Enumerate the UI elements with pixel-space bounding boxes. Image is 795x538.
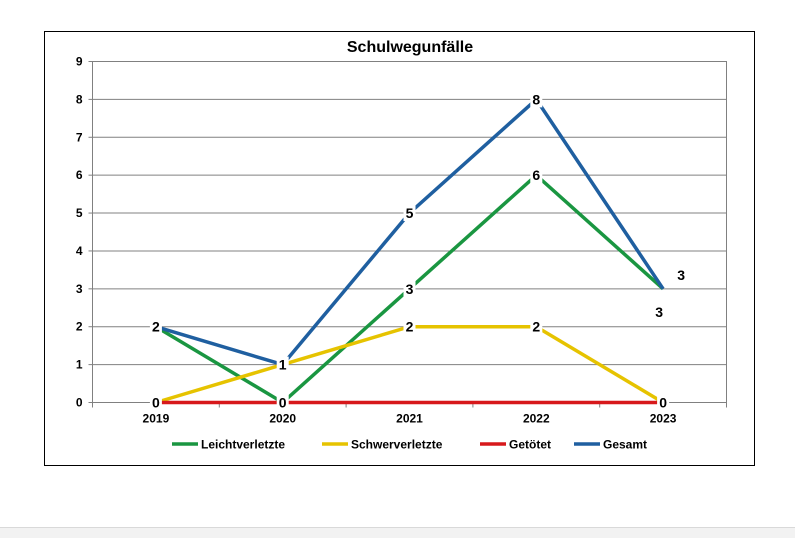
y-tick-label: 2 — [76, 320, 83, 334]
legend-label-leichtverletzte: Leichtverletzte — [201, 438, 285, 452]
data-label: 2 — [152, 319, 160, 335]
data-label: 3 — [406, 281, 414, 297]
data-label-bg — [530, 318, 543, 335]
x-tick-label: 2020 — [269, 412, 296, 426]
data-label-bg — [403, 318, 416, 335]
data-label: 2 — [532, 319, 540, 335]
data-label: 6 — [532, 167, 540, 183]
y-tick-label: 8 — [76, 92, 83, 106]
y-tick-label: 3 — [76, 282, 83, 296]
legend-label-schwerverletzte: Schwerverletzte — [351, 438, 443, 452]
data-labels: 2 1 5 8 3 0 3 6 3 0 2 2 0 — [149, 91, 685, 411]
data-label-bg — [149, 318, 162, 335]
y-tick-label: 7 — [76, 130, 83, 144]
data-label-bg — [276, 356, 289, 373]
data-label: 8 — [532, 91, 540, 107]
data-label-bg — [530, 167, 543, 184]
data-label: 1 — [279, 357, 287, 373]
window-bottom-edge — [0, 527, 795, 538]
chart-title: Schulwegunfälle — [347, 39, 473, 56]
data-label: 2 — [406, 319, 414, 335]
x-tick-label: 2019 — [143, 412, 170, 426]
x-axis: 2019 2020 2021 2022 2023 — [92, 402, 727, 426]
data-label-bg — [276, 394, 289, 411]
y-tick-label: 6 — [76, 168, 83, 182]
x-tick-label: 2021 — [396, 412, 423, 426]
data-label-bg — [657, 394, 670, 411]
data-label: 5 — [406, 205, 414, 221]
legend-label-gesamt: Gesamt — [603, 438, 647, 452]
data-label-bg — [149, 394, 162, 411]
plot-area — [92, 61, 727, 403]
data-label: 3 — [655, 304, 663, 320]
y-axis: 0 1 2 3 4 5 6 7 8 9 — [76, 55, 93, 410]
data-label: 0 — [659, 395, 667, 411]
y-tick-label: 5 — [76, 206, 83, 220]
data-label-bg — [530, 91, 543, 108]
data-label: 0 — [152, 395, 160, 411]
data-label: 3 — [677, 267, 685, 283]
y-tick-label: 4 — [76, 244, 83, 258]
y-tick-label: 0 — [76, 396, 83, 410]
data-label-bg — [403, 280, 416, 297]
x-tick-label: 2023 — [650, 412, 677, 426]
legend: Leichtverletzte Schwerverletzte Getötet Ges… — [172, 438, 647, 452]
x-tick-label: 2022 — [523, 412, 550, 426]
y-tick-label: 9 — [76, 55, 83, 69]
y-tick-label: 1 — [76, 358, 83, 372]
data-label: 0 — [279, 395, 287, 411]
data-label-bg — [403, 205, 416, 222]
legend-label-get-tet: Getötet — [509, 438, 551, 452]
